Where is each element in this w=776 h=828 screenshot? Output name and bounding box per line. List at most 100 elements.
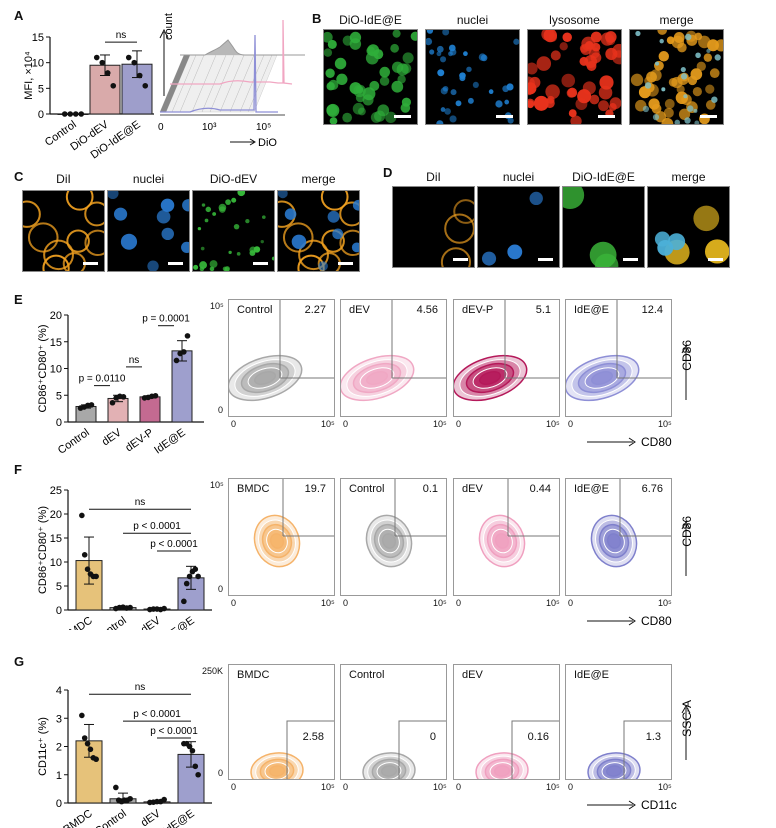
gate-percentage: 0.1 <box>422 483 438 495</box>
scale-bar <box>393 115 411 118</box>
contour <box>494 533 510 549</box>
flow-x-right-tick: 10⁵ <box>658 782 672 792</box>
flow-plot-label: IdE@E <box>574 483 610 495</box>
data-point <box>120 394 127 400</box>
data-point <box>142 82 149 89</box>
scale-bar <box>708 258 723 261</box>
data-point <box>67 111 74 117</box>
x-tick-label: Control <box>93 808 129 828</box>
y-tick-label: 3 <box>56 713 62 725</box>
flow-x-axis-label: CD80 <box>587 614 672 628</box>
flow-x-axis-label: CD11c <box>587 798 677 812</box>
y-tick-label: 25 <box>50 485 62 497</box>
data-point <box>136 72 143 79</box>
histogram-a: count 0 10³ 10⁵ DiO <box>158 13 305 149</box>
data-point <box>84 740 91 747</box>
flow-x-left-tick: 0 <box>343 598 349 608</box>
flow-plot: BMDC 2.58 <box>228 664 335 780</box>
data-point <box>88 402 95 408</box>
data-point <box>131 59 138 66</box>
x-tick-label: dEV-P <box>123 427 155 455</box>
flow-x-right-tick: 10⁵ <box>433 598 447 608</box>
micrograph-title: nuclei <box>456 13 489 27</box>
data-point <box>192 763 199 770</box>
data-point <box>161 605 167 612</box>
gate-percentage: 2.58 <box>302 731 324 743</box>
flow-x-right-tick: 10⁵ <box>546 782 560 792</box>
contour <box>606 533 622 549</box>
flow-x-axis-label: CD80 <box>587 435 672 449</box>
significance-label: p < 0.0001 <box>133 709 181 720</box>
count-label: count <box>163 13 175 40</box>
significance-label: ns <box>116 30 127 41</box>
gate-percentage: 5.1 <box>535 304 551 316</box>
histogram-xtick-0: 0 <box>158 122 164 133</box>
panel-letter-e: E <box>14 292 23 307</box>
flow-x-left-tick: 0 <box>231 419 237 429</box>
flow-y-axis-text: CD86 <box>680 516 694 547</box>
micrograph-image <box>562 186 645 268</box>
flow-x-right-tick: 10⁵ <box>546 598 560 608</box>
x-tick-label: BMDC <box>61 808 94 828</box>
data-point <box>127 604 133 611</box>
micrograph-image <box>22 190 105 272</box>
flow-plot-label: BMDC <box>237 483 270 495</box>
gate-box <box>623 720 671 779</box>
x-tick-label: dEV <box>139 614 163 630</box>
flow-y-top-tick: 10⁵ <box>210 301 224 311</box>
flow-y-bottom-tick: 0 <box>218 405 224 415</box>
y-tick-label: 0 <box>56 605 62 617</box>
micrograph-title: nuclei <box>502 170 535 184</box>
micrograph-title: DiO-IdE@E <box>339 13 402 27</box>
scale-bar <box>253 262 268 265</box>
flow-x-axis-text: CD11c <box>641 798 677 812</box>
flow-plot-label: dEV <box>462 669 483 681</box>
data-point <box>110 82 117 89</box>
micrograph-title: DiO-IdE@E <box>572 170 635 184</box>
flow-y-axis-label: SSC-A <box>680 700 694 760</box>
flow-plot: IdE@E 12.4 <box>565 299 672 417</box>
significance-label: ns <box>135 682 146 693</box>
gate-percentage: 6.76 <box>641 483 663 495</box>
histogram-ridges <box>159 19 305 113</box>
scale-bar <box>168 262 183 265</box>
flow-x-left-tick: 0 <box>231 598 237 608</box>
flow-y-bottom-tick: 0 <box>218 768 224 778</box>
scale-bar <box>623 258 638 261</box>
y-tick-label: 2 <box>56 742 62 754</box>
y-axis-label: MFI, ×10⁴ <box>23 51 35 100</box>
data-point <box>84 566 91 572</box>
flow-x-right-tick: 10⁵ <box>433 419 447 429</box>
significance-label: p < 0.0001 <box>150 726 198 737</box>
x-tick-label: dEV <box>139 807 163 828</box>
panel-letter-d: D <box>383 165 393 180</box>
micrograph-title: DiI <box>56 172 71 186</box>
flow-plot: dEV 0.44 <box>453 478 560 596</box>
flow-x-right-tick: 10⁵ <box>433 782 447 792</box>
y-tick-label: 15 <box>50 533 62 545</box>
micrograph-image <box>527 29 622 125</box>
flow-plot: Control 0.1 <box>340 478 447 596</box>
flow-x-left-tick: 0 <box>456 782 462 792</box>
data-point <box>61 111 68 117</box>
y-axis-label: CD86⁺CD80⁺ (%) <box>37 506 49 594</box>
micrograph-image <box>647 186 730 268</box>
data-point <box>181 349 187 355</box>
flow-x-left-tick: 0 <box>568 419 574 429</box>
data-point <box>99 59 106 66</box>
flow-x-right-tick: 10⁵ <box>321 598 335 608</box>
gate-percentage: 12.4 <box>641 304 663 316</box>
panel-letter-g: G <box>14 654 25 669</box>
data-point <box>192 566 199 572</box>
flow-plot: Control 0 <box>340 664 447 780</box>
y-tick-label: 15 <box>32 32 44 44</box>
data-point <box>181 598 187 605</box>
histogram-xtick-2: 10⁵ <box>256 122 271 133</box>
panel-letter-b: B <box>312 11 322 26</box>
contour <box>365 370 389 386</box>
flow-y-axis-text: SSC-A <box>680 700 694 737</box>
bar <box>139 396 161 423</box>
gate-percentage: 19.7 <box>304 483 326 495</box>
micrograph-image <box>323 29 418 125</box>
